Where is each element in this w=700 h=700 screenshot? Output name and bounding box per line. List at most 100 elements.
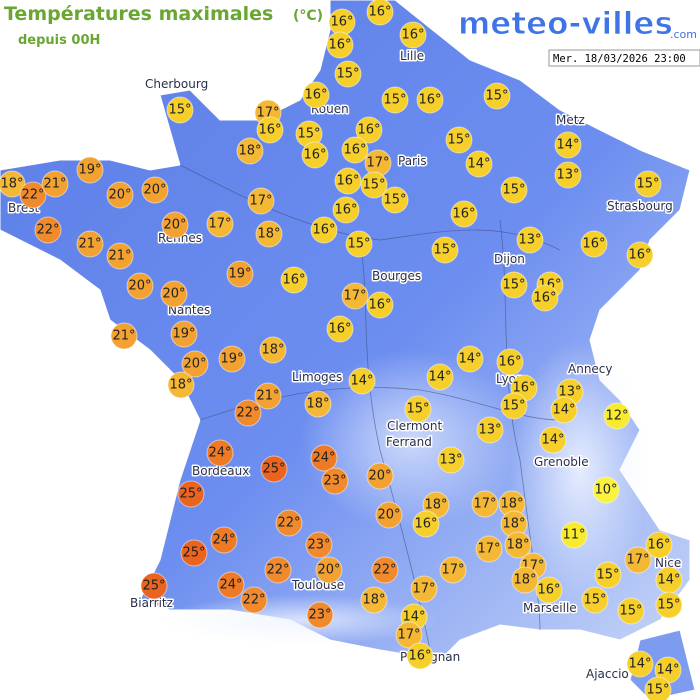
temperature-marker xyxy=(366,462,394,490)
temperature-marker xyxy=(302,81,330,109)
temperature-label: 17° xyxy=(477,542,500,557)
temperature-label: 14° xyxy=(628,657,651,672)
temperature-label: 14° xyxy=(467,157,490,172)
temperature-marker xyxy=(617,597,645,625)
brand: meteo-villes xyxy=(458,6,673,42)
temperature-label: 15° xyxy=(636,177,659,192)
temperature-marker xyxy=(326,31,354,59)
temperature-label: 18° xyxy=(500,497,523,512)
temperature-marker xyxy=(560,521,588,549)
temperature-marker xyxy=(626,650,654,678)
temperature-marker xyxy=(437,446,465,474)
temperature-label: 16° xyxy=(452,207,475,222)
temperature-label: 18° xyxy=(257,227,280,242)
temperature-label: 16° xyxy=(357,123,380,138)
temperature-marker xyxy=(554,131,582,159)
temperature-marker xyxy=(206,439,234,467)
temperature-marker xyxy=(496,348,524,376)
temperature-marker xyxy=(341,282,369,310)
temperature-label: 16° xyxy=(304,88,327,103)
temperature-label: 13° xyxy=(518,233,541,248)
temperature-marker xyxy=(181,350,209,378)
temperature-marker xyxy=(247,187,275,215)
temperature-label: 20° xyxy=(162,287,185,302)
temperature-label: 17° xyxy=(397,628,420,643)
temperature-label: 18° xyxy=(506,538,529,553)
city-label: Grenoble xyxy=(534,455,589,469)
temperature-marker xyxy=(260,455,288,483)
temperature-label: 16° xyxy=(312,223,335,238)
temperature-label: 16° xyxy=(418,93,441,108)
temperature-label: 17° xyxy=(473,497,496,512)
temperature-label: 13° xyxy=(478,423,501,438)
temperature-label: 14° xyxy=(552,403,575,418)
temperature-marker xyxy=(645,531,673,559)
subtitle: depuis 00H xyxy=(18,33,100,48)
temperature-marker xyxy=(603,402,631,430)
temperature-marker xyxy=(218,345,246,373)
temperature-label: 22° xyxy=(242,593,265,608)
temperature-marker xyxy=(177,480,205,508)
temperature-label: 16° xyxy=(258,123,281,138)
temperature-label: 25° xyxy=(179,487,202,502)
temperature-marker xyxy=(240,586,268,614)
temperature-marker xyxy=(644,676,672,700)
temperature-marker xyxy=(581,586,609,614)
temperature-marker xyxy=(395,621,423,649)
temperature-marker xyxy=(456,345,484,373)
temperature-label: 18° xyxy=(169,378,192,393)
temperature-marker xyxy=(410,575,438,603)
temperature-marker xyxy=(217,571,245,599)
temperature-label: 16° xyxy=(537,583,560,598)
temperature-marker xyxy=(106,242,134,270)
temperature-label: 16° xyxy=(414,517,437,532)
temperature-label: 22° xyxy=(236,406,259,421)
temperature-marker xyxy=(360,586,388,614)
temperature-marker xyxy=(412,510,440,538)
temperature-marker xyxy=(511,566,539,594)
temperature-marker xyxy=(500,176,528,204)
city-label: Biarritz xyxy=(130,596,173,610)
temperature-label: 18° xyxy=(502,517,525,532)
temperature-marker xyxy=(406,642,434,670)
temperature-label: 16° xyxy=(343,143,366,158)
temperature-label: 17° xyxy=(441,563,464,578)
temperature-marker xyxy=(531,284,559,312)
temperature-label: 16° xyxy=(368,5,391,20)
temperature-label: 16° xyxy=(628,248,651,263)
temperature-marker xyxy=(19,181,47,209)
temperature-label: 24° xyxy=(212,533,235,548)
temperature-marker xyxy=(366,291,394,319)
temperature-label: 18° xyxy=(424,498,447,513)
temperature-marker xyxy=(255,220,283,248)
temperature-marker xyxy=(465,150,493,178)
temperature-label: 15° xyxy=(383,193,406,208)
temperature-label: 16° xyxy=(303,148,326,163)
temperature-label: 22° xyxy=(277,516,300,531)
temperature-marker xyxy=(550,396,578,424)
temperature-label: 19° xyxy=(172,327,195,342)
temperature-marker xyxy=(439,556,467,584)
temperature-label: 16° xyxy=(401,28,424,43)
temperature-label: 17° xyxy=(412,582,435,597)
temperature-marker xyxy=(404,395,432,423)
temperature-label: 20° xyxy=(377,508,400,523)
temperature-label: 23° xyxy=(323,474,346,489)
temperature-marker xyxy=(594,561,622,589)
temperature-marker xyxy=(167,371,195,399)
temperature-label: 25° xyxy=(142,579,165,594)
temperature-marker xyxy=(348,367,376,395)
temperature-label: 10° xyxy=(594,483,617,498)
temperature-marker xyxy=(326,315,354,343)
temperature-marker xyxy=(399,21,427,49)
city-label: Marseille xyxy=(523,601,577,615)
city-label: Paris xyxy=(398,154,427,168)
temperature-label: 24° xyxy=(208,446,231,461)
temperature-marker xyxy=(341,136,369,164)
temperature-label: 15° xyxy=(383,93,406,108)
timestamp-box xyxy=(548,49,700,67)
temperature-label: 12° xyxy=(605,409,628,424)
temperature-label: 15° xyxy=(336,67,359,82)
temperature-marker xyxy=(34,216,62,244)
temperature-label: 21° xyxy=(78,237,101,252)
